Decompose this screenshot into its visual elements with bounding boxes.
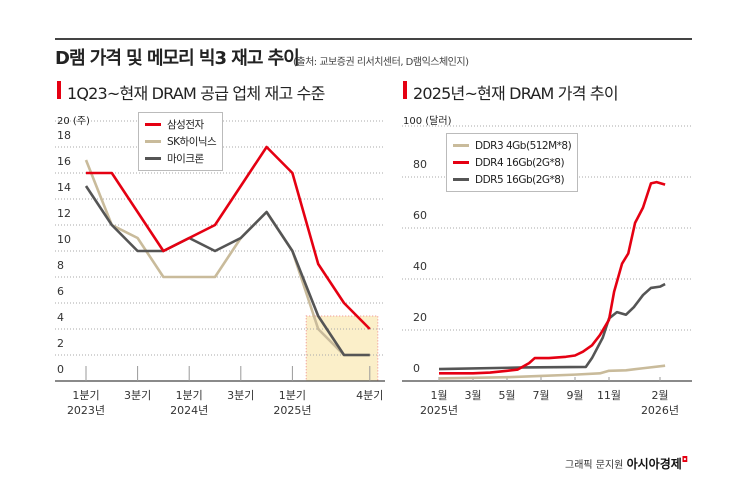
legend-label: DDR4 16Gb(2G*8) [475, 156, 565, 169]
y-tick-label: 16 [57, 155, 71, 168]
y-tick-label: 10 [57, 233, 71, 246]
series-line-1 [84, 159, 370, 357]
x-tick-label: 2월 [651, 389, 668, 402]
legend-item: DDR4 16Gb(2G*8) [453, 154, 571, 171]
x-tick-label: 2024년 [170, 404, 208, 417]
subtitle-marker [403, 81, 407, 99]
legend-swatch [145, 140, 161, 143]
right-legend: DDR3 4Gb(512M*8) DDR4 16Gb(2G*8) DDR5 16… [446, 133, 579, 192]
source-note: (출처: 교보증권 리서치센터, D램익스체인지) [293, 57, 469, 68]
series-line-2 [84, 185, 370, 357]
y-tick-label: 0 [57, 363, 64, 376]
legend-item: 삼성전자 [145, 116, 216, 133]
legend-swatch [453, 178, 469, 181]
x-tick-label: 1분기 [176, 389, 203, 402]
y-tick-label: 14 [57, 181, 71, 194]
right-y-unit: 100 (달러) [403, 116, 452, 127]
left-legend: 삼성전자 SK하이닉스 마이크론 [138, 112, 224, 171]
legend-label: SK하이닉스 [167, 136, 217, 148]
right-chart-title: 2025년~현재 DRAM 가격 추이 [413, 84, 619, 103]
x-tick-label: 1월 [430, 389, 447, 402]
y-tick-label: 2 [57, 337, 64, 350]
x-tick-label: 1분기 [279, 389, 306, 402]
x-tick-label: 3분기 [227, 389, 254, 402]
y-tick-label: 80 [413, 158, 427, 171]
x-tick-label: 2025년 [420, 404, 458, 417]
legend-swatch [453, 161, 469, 164]
left-y-unit: 20 (주) [57, 116, 90, 127]
series-line-1 [439, 180, 666, 375]
x-tick-label: 5월 [498, 389, 515, 402]
y-tick-label: 12 [57, 207, 71, 220]
y-tick-label: 4 [57, 311, 64, 324]
legend-swatch [145, 157, 161, 160]
top-rule [55, 38, 692, 40]
legend-item: SK하이닉스 [145, 133, 217, 150]
legend-item: DDR3 4Gb(512M*8) [453, 137, 572, 154]
page-title: D램 가격 및 메모리 빅3 재고 추이 [55, 48, 300, 69]
legend-label: DDR5 16Gb(2G*8) [475, 173, 565, 186]
y-tick-label: 8 [57, 259, 64, 272]
y-tick-label: 18 [57, 129, 71, 142]
x-tick-label: 4분기 [356, 389, 383, 402]
y-tick-label: 6 [57, 285, 64, 298]
credit-text: 그래픽 문지원 [565, 460, 624, 471]
legend-item: DDR5 16Gb(2G*8) [453, 171, 571, 188]
series-line-2 [438, 282, 666, 371]
x-tick-label: 11월 [597, 389, 621, 402]
x-tick-label: 3월 [464, 389, 481, 402]
y-tick-label: 0 [413, 362, 420, 375]
subtitle-marker [57, 81, 61, 99]
x-tick-label: 2025년 [273, 404, 311, 417]
x-tick-label: 1분기 [72, 389, 99, 402]
brand-mark-icon: ◘ [681, 455, 689, 464]
legend-swatch [453, 144, 469, 147]
legend-label: 삼성전자 [167, 119, 204, 131]
credit: 그래픽 문지원 아시아경제◘ [565, 455, 688, 472]
left-chart-title: 1Q23~현재 DRAM 공급 업체 재고 수준 [67, 84, 325, 103]
series-line-0 [438, 364, 666, 380]
y-tick-label: 40 [413, 260, 427, 273]
brand-logo: 아시아경제 [626, 457, 682, 471]
x-tick-label: 2026년 [641, 404, 679, 417]
series-line-0 [86, 145, 371, 330]
x-tick-label: 2023년 [67, 404, 105, 417]
legend-label: 마이크론 [167, 153, 204, 165]
legend-label: DDR3 4Gb(512M*8) [475, 139, 572, 152]
y-tick-label: 20 [413, 311, 427, 324]
x-tick-label: 3분기 [124, 389, 151, 402]
x-tick-label: 9월 [566, 389, 583, 402]
legend-item: 마이크론 [145, 150, 216, 167]
legend-swatch [145, 123, 161, 126]
y-tick-label: 60 [413, 209, 427, 222]
x-tick-label: 7월 [532, 389, 549, 402]
